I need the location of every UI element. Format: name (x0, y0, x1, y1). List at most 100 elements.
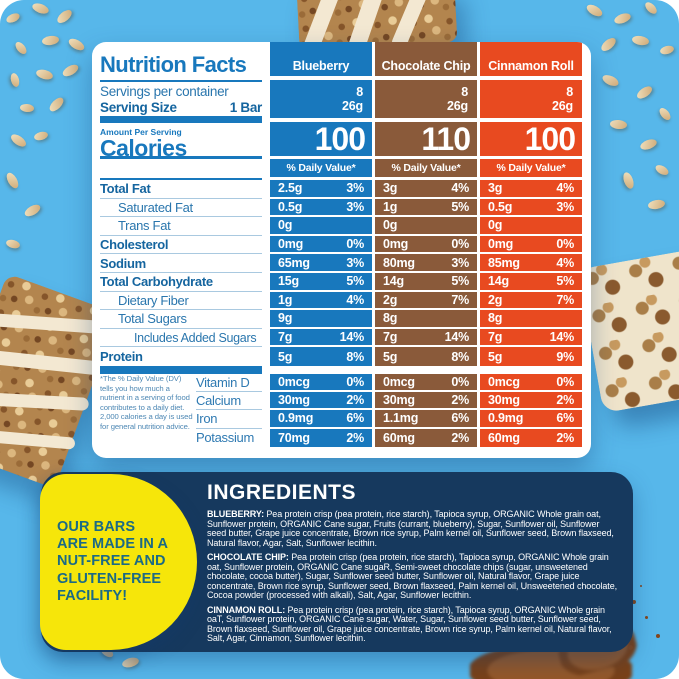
nutrient-value-cell: 0g (375, 217, 477, 236)
calories-cell: 100 (270, 121, 372, 157)
nutrient-dv: 0% (556, 237, 574, 252)
nutrient-amount: 7g (278, 330, 293, 345)
oat-flake (4, 170, 21, 191)
nutrient-amount: 9g (278, 311, 293, 326)
nutrient-amount: 85mg (488, 255, 520, 270)
nutrient-value-cell: 5g 8% (270, 347, 372, 366)
nutrient-amount: 14g (383, 274, 404, 289)
oat-flake (647, 198, 666, 211)
micronutrient-value-cell: 0.9mg 6% (480, 410, 582, 429)
oat-flake (657, 106, 673, 122)
ingredients-flavor-name: CINNAMON ROLL: (207, 604, 286, 615)
micronutrient-dv: 2% (451, 430, 469, 445)
nutrient-amount: 2g (488, 292, 503, 307)
nutrient-amount: 5g (488, 349, 503, 364)
nutrient-dv: 8% (451, 349, 469, 364)
serving-weight: 26g (342, 99, 363, 113)
badge-line: ARE MADE IN A (57, 535, 169, 552)
micronutrient-dv: 0% (451, 375, 469, 390)
nutrient-amount: 0.5g (278, 199, 303, 214)
nutrient-amount: 2g (383, 292, 398, 307)
servings-count: 8 (461, 84, 468, 99)
daily-value-header-cell: % Daily Value* (375, 159, 477, 177)
nutrient-value-cell: 3g 4% (480, 180, 582, 199)
servings-per-container-label: Servings per container (100, 84, 229, 99)
servings-cell: 8 26g (480, 80, 582, 118)
icing-drizzle (0, 390, 89, 411)
nutrient-dv: 9% (556, 349, 574, 364)
badge-line: GLUTEN-FREE (57, 570, 162, 587)
divider-line (100, 80, 262, 82)
amount-per-serving-label: Amount Per Serving (100, 127, 182, 137)
oat-flake (600, 72, 621, 89)
nutrient-amount: 0g (278, 218, 293, 233)
nutrient-amount: 5g (278, 349, 293, 364)
nutrient-value-cell: 3g 4% (375, 180, 477, 199)
nutrient-dv: 7% (556, 292, 574, 307)
micronutrient-dv: 2% (556, 430, 574, 445)
micronutrient-value-cell: 30mg 2% (480, 392, 582, 411)
oat-flake (643, 0, 659, 16)
nutrient-dv: 3% (346, 255, 364, 270)
serving-weight: 26g (447, 99, 468, 113)
ingredients-flavor-name: BLUEBERRY: (207, 509, 264, 519)
oat-flake (19, 103, 35, 113)
oat-flake (55, 7, 74, 26)
servings-count: 8 (566, 84, 573, 99)
oat-flake (66, 36, 87, 53)
flavor-column-header: Blueberry (270, 42, 372, 76)
ingredients-title: INGREDIENTS (207, 481, 357, 504)
nutrient-dv: 4% (556, 255, 574, 270)
micronutrient-dv: 0% (556, 375, 574, 390)
oat-flake (60, 62, 81, 79)
nutrient-label: Includes Added Sugars (100, 329, 262, 348)
oat-flake (4, 11, 22, 25)
micronutrient-amount: 0.9mg (488, 411, 524, 426)
nutrient-dv: 5% (556, 274, 574, 289)
micronutrient-label: Calcium (196, 392, 262, 411)
nutrient-amount: 15g (278, 274, 299, 289)
nutrient-amount: 1g (383, 199, 398, 214)
micronutrient-label: Vitamin D (196, 374, 262, 393)
nutrient-label: Total Fat (100, 180, 262, 199)
nutrient-dv: 14% (444, 330, 470, 345)
micronutrient-amount: 70mg (278, 430, 310, 445)
nutrient-value-cell: 8g (375, 310, 477, 329)
ingredients-item: CHOCOLATE CHIP: Pea protein crisp (pea p… (207, 552, 618, 601)
nutrient-amount: 1g (278, 292, 293, 307)
cinnamon-speck (640, 585, 642, 587)
nutrient-value-cell: 9g (270, 310, 372, 329)
ingredients-item: CINNAMON ROLL: Pea protein crisp (pea pr… (207, 604, 612, 644)
ingredients-item: BLUEBERRY: Pea protein crisp (pea protei… (207, 509, 614, 548)
nutrient-amount: 0mg (278, 237, 304, 252)
nutrient-dv: 5% (346, 274, 364, 289)
icing-drizzle (0, 426, 76, 450)
daily-value-header-cell: % Daily Value* (480, 159, 582, 177)
oat-flake (9, 72, 21, 88)
nutrient-amount: 14g (488, 274, 509, 289)
oat-flake (659, 44, 675, 56)
nutrient-label: Sodium (100, 254, 262, 273)
micronutrient-value-cell: 1.1mg 6% (375, 410, 477, 429)
nutrient-dv: 4% (451, 181, 469, 196)
nutrient-dv: 3% (346, 199, 364, 214)
nutrient-amount: 3g (488, 181, 503, 196)
nutrient-value-cell: 1g 5% (375, 198, 477, 218)
calories-cell: 100 (480, 121, 582, 157)
oat-flake (35, 67, 54, 82)
nutrient-label: Total Carbohydrate (100, 273, 262, 292)
nutrient-amount: 8g (383, 311, 398, 326)
oat-flake (612, 11, 633, 26)
serving-size-value: 1 Bar (229, 100, 263, 115)
nutrient-value-cell: 80mg 3% (375, 254, 477, 273)
micronutrient-amount: 30mg (383, 393, 415, 408)
nutrient-dv: 7% (451, 292, 469, 307)
nutrient-label: Total Sugars (100, 310, 262, 329)
micronutrient-amount: 0mcg (488, 375, 520, 390)
micronutrient-value-cell: 0mcg 0% (375, 373, 477, 393)
nutrient-value-cell: 0mg 0% (270, 235, 372, 255)
divider-line (100, 177, 262, 180)
oat-flake (13, 40, 29, 56)
oat-flake (30, 1, 51, 16)
